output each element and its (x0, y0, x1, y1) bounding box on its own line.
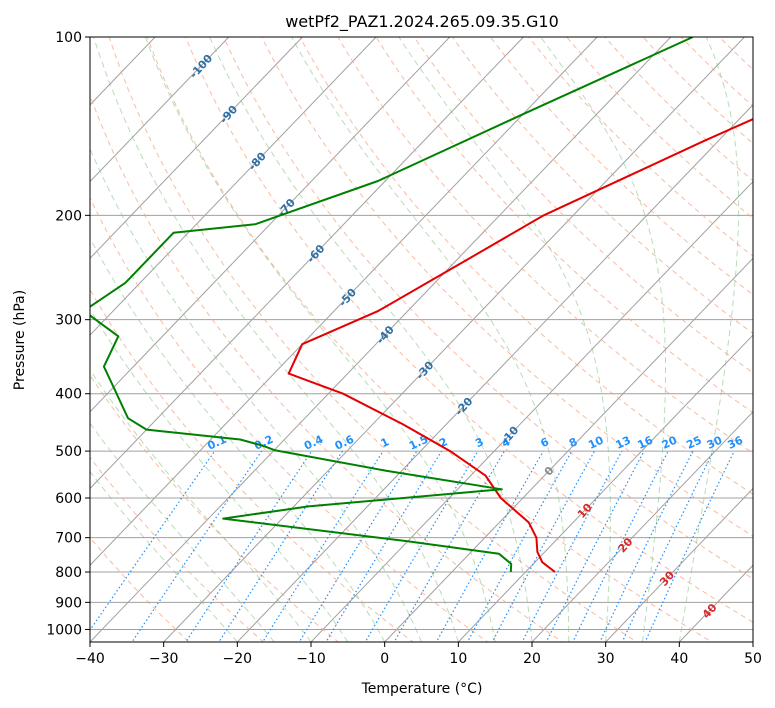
x-tick-label: −30 (149, 651, 179, 667)
x-tick-label: 50 (744, 651, 762, 667)
y-tick-label: 600 (55, 491, 82, 507)
mixing-ratio-label: 16 (636, 433, 656, 451)
y-tick-label: 800 (55, 565, 82, 581)
mixing-ratio-label: 30 (705, 433, 725, 451)
y-axis-label: Pressure (hPa) (12, 290, 28, 390)
temperature-profile (287, 118, 753, 573)
isotherm-line (531, 411, 753, 642)
axis-ticks: −40 −30 −20 −10 0 10 20 30 40 50 1000 900 800 700 600 5… (46, 30, 762, 667)
dry-adiabat-line (90, 456, 265, 642)
y-tick-label: 700 (55, 531, 82, 547)
moist-adiabat-line (540, 37, 666, 642)
y-tick-label: 200 (55, 208, 82, 224)
moist-adiabat-line (678, 37, 740, 642)
dry-adiabat-line (223, 37, 753, 580)
dry-adiabat-line (90, 288, 414, 642)
mixing-ratio-line (545, 450, 645, 642)
x-tick-label: −40 (75, 651, 105, 667)
mixing-ratio-line (218, 450, 343, 642)
mixing-ratio-line (572, 450, 669, 642)
moist-adiabat-line (398, 37, 611, 642)
moist-adiabat-line (291, 37, 570, 642)
mixing-ratio-line (644, 450, 735, 642)
plot-frame (89, 36, 754, 643)
x-tick-label: 40 (670, 651, 688, 667)
isotherm-line (90, 37, 377, 336)
isotherm-line (90, 37, 230, 183)
isotherm-line (162, 37, 746, 642)
mixing-ratio-line (364, 450, 479, 642)
mixing-ratio-line (393, 450, 505, 642)
mixing-ratio-line (325, 450, 443, 642)
dewpoint-profile (90, 37, 694, 573)
background-lines (90, 37, 753, 642)
dry-adiabat-line (566, 37, 753, 219)
x-tick-label: −10 (296, 651, 326, 667)
mixing-ratio-label: 36 (726, 433, 746, 451)
dry-adiabat-line (90, 94, 564, 642)
chart-title: wetPf2_PAZ1.2024.265.09.35.G10 (285, 12, 559, 32)
moist-adiabat-line (93, 37, 459, 642)
mixing-ratio-label: 13 (614, 434, 633, 452)
isotherm-line (383, 257, 753, 642)
dry-adiabat-line (451, 37, 753, 335)
isotherm-line (310, 180, 753, 642)
x-tick-label: 10 (449, 651, 467, 667)
isotherm-line (90, 37, 672, 642)
x-tick-label: −20 (223, 651, 253, 667)
isotherm-line (457, 334, 753, 642)
moist-adiabat-line (90, 237, 386, 642)
y-tick-label: 900 (55, 595, 82, 611)
y-tick-label: 100 (55, 30, 82, 46)
mixing-ratio-line (599, 450, 694, 642)
isotherm-line (90, 37, 304, 260)
moist-adiabat-line (90, 422, 275, 642)
mixing-ratio-line (466, 450, 573, 642)
dry-adiabat-line (184, 37, 753, 623)
x-tick-label: 20 (523, 651, 541, 667)
mixing-ratio-line (621, 450, 714, 642)
isotherm-line (90, 37, 451, 413)
mixing-ratio-label: 20 (660, 433, 680, 451)
moist-adiabat-line (209, 37, 533, 642)
dry-adiabat-line (375, 37, 753, 414)
mixing-ratio-label: 10 (586, 433, 606, 451)
y-tick-label: 1000 (46, 622, 82, 638)
mixing-ratio-label: 25 (684, 434, 703, 452)
x-axis-label: Temperature (°C) (361, 681, 483, 697)
mixing-ratio-line (185, 450, 313, 642)
dry-adiabat-line (642, 37, 753, 145)
moist-adiabat-line (90, 369, 312, 642)
isotherm-line (236, 104, 753, 642)
y-tick-label: 400 (55, 387, 82, 403)
mixing-ratio-line (90, 450, 216, 632)
dry-adiabat-line (489, 37, 753, 296)
dry-adiabat-line (413, 37, 753, 374)
x-tick-label: 30 (597, 651, 615, 667)
isotherm-line (90, 37, 598, 566)
x-tick-label: 0 (380, 651, 389, 667)
moist-adiabat-line (90, 470, 238, 642)
y-tick-label: 300 (55, 313, 82, 329)
sounding-lines (90, 37, 753, 573)
moist-adiabat-line (144, 37, 496, 642)
isotherm-line (90, 37, 525, 490)
y-tick-label: 500 (55, 444, 82, 460)
isotherm-line (604, 487, 753, 642)
dry-adiabat-line (528, 37, 753, 257)
mixing-ratio-line (435, 450, 544, 642)
moist-adiabat-line (90, 147, 422, 642)
dry-adiabat-line (90, 196, 489, 642)
mixing-ratio-line (131, 450, 263, 642)
moist-adiabat-line (90, 308, 349, 642)
